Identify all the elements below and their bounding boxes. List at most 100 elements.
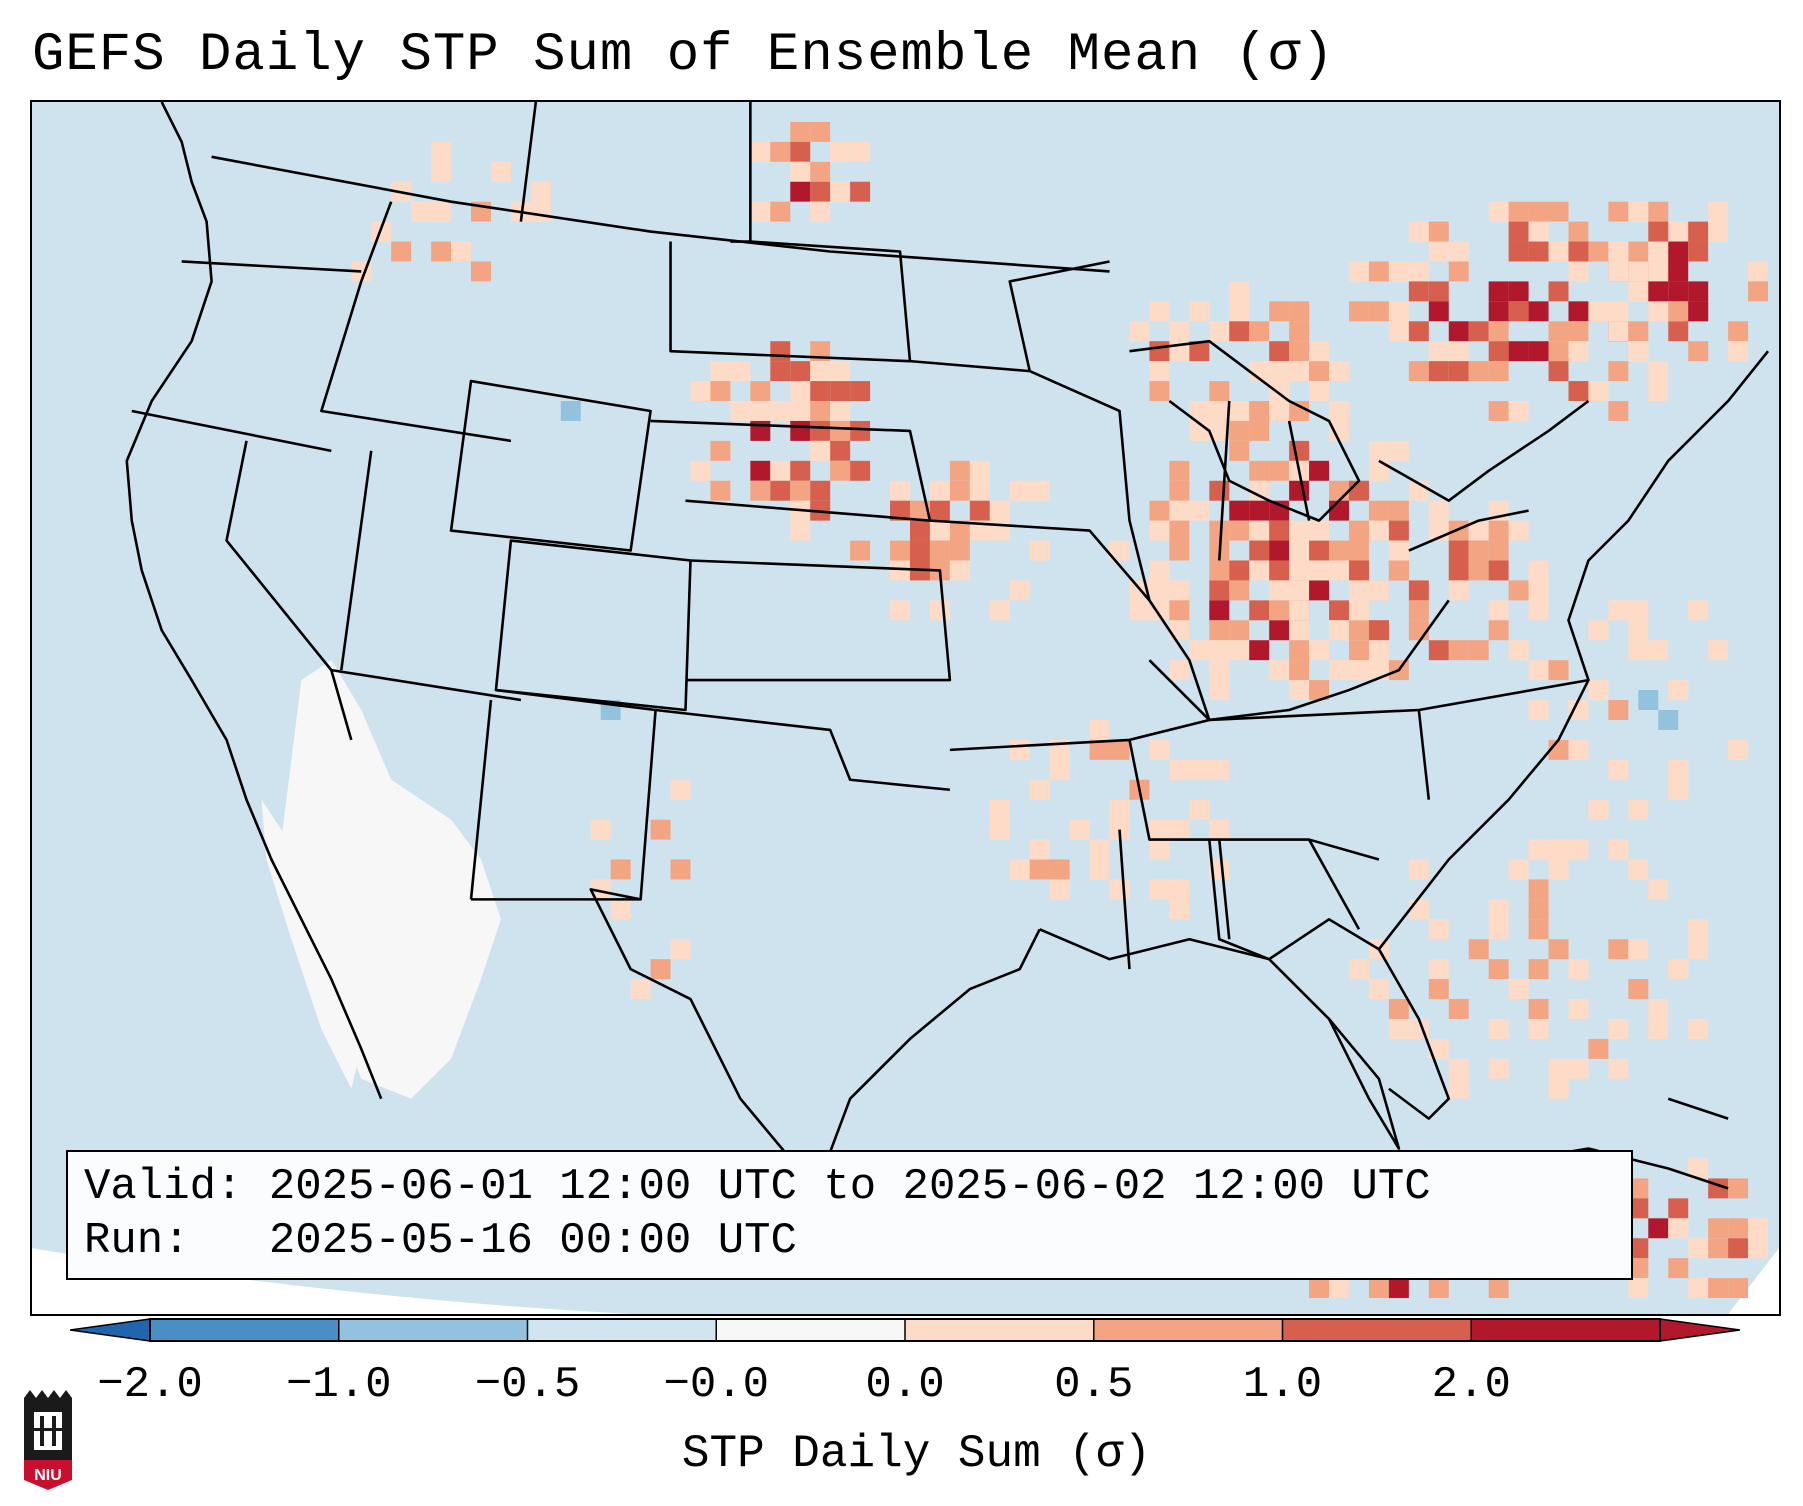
stp-cell — [1608, 839, 1629, 860]
stp-cell — [949, 560, 970, 581]
stp-cell — [1289, 620, 1310, 641]
stp-cell — [1488, 361, 1509, 382]
stp-cell — [1608, 700, 1629, 720]
stp-cell — [1468, 361, 1489, 382]
stp-cell — [1309, 640, 1330, 661]
stp-cell — [790, 141, 811, 162]
stp-cell — [830, 440, 851, 461]
canada-border — [211, 155, 1110, 273]
stp-cell — [1548, 341, 1569, 362]
stp-cell — [1428, 301, 1449, 322]
stp-cell — [1249, 600, 1270, 621]
stp-cell — [1408, 600, 1429, 621]
stp-cell — [1728, 739, 1749, 760]
stp-cell — [1329, 500, 1349, 521]
great-lakes — [1129, 339, 1590, 561]
stp-cell — [1548, 1058, 1569, 1079]
stp-cell — [810, 480, 831, 501]
stp-cell — [1109, 799, 1130, 820]
stp-cell — [1648, 261, 1669, 282]
stp-cell — [1388, 560, 1409, 581]
stp-cell — [1648, 381, 1669, 402]
stp-cell — [790, 460, 811, 481]
stp-cell — [1488, 301, 1509, 322]
stp-cell — [1488, 919, 1509, 940]
stp-cell — [1468, 560, 1489, 581]
stp-cell — [929, 600, 950, 621]
stp-cell — [969, 500, 990, 521]
stp-cell — [1668, 1218, 1689, 1239]
stp-cell — [1488, 1058, 1509, 1079]
stp-cell — [969, 460, 990, 481]
stp-cell — [1488, 1018, 1509, 1039]
stp-cell — [1189, 401, 1210, 421]
stp-cell — [1428, 979, 1449, 1000]
colorbar-segment — [1471, 1319, 1661, 1341]
stp-cell — [1708, 640, 1729, 661]
stp-cell — [1668, 301, 1689, 322]
stp-cell — [1229, 560, 1250, 581]
valid-label: Valid: — [84, 1162, 243, 1212]
stp-cell — [1688, 1018, 1709, 1039]
colorbar-tick-label: −0.5 — [474, 1360, 581, 1410]
stp-cell — [1269, 540, 1290, 561]
stp-cell — [1368, 979, 1389, 1000]
stp-cell — [1688, 1278, 1709, 1299]
chart-title: GEFS Daily STP Sum of Ensemble Mean (σ) — [32, 25, 1335, 86]
stp-cell — [1269, 660, 1290, 681]
stp-cell — [790, 121, 811, 142]
stp-cell — [1348, 540, 1369, 561]
stp-grid-cells — [351, 121, 1769, 1299]
stp-cell — [1368, 460, 1389, 481]
stp-cell — [890, 540, 910, 561]
stp-cell — [790, 420, 811, 441]
colorbar-tick-label: −1.0 — [285, 1360, 392, 1410]
stp-cell — [1149, 580, 1170, 601]
stp-cell — [1169, 759, 1190, 780]
colorbar-tick-label: −0.0 — [663, 1360, 770, 1410]
stp-cell — [1169, 879, 1190, 900]
stp-cell — [1309, 680, 1330, 701]
stp-cell — [770, 480, 791, 501]
stp-cell — [949, 480, 970, 501]
stp-cell — [1289, 341, 1310, 362]
stp-cell — [1528, 221, 1549, 242]
stp-cell — [830, 401, 851, 421]
stp-cell — [1488, 1278, 1509, 1299]
nm-line — [470, 688, 657, 901]
stp-cell — [850, 181, 871, 202]
stp-cell — [1588, 381, 1609, 402]
stp-cell — [1528, 301, 1549, 322]
stp-cell — [1348, 520, 1369, 541]
stp-cell — [1688, 221, 1709, 242]
stp-cell — [730, 401, 751, 421]
stp-cell — [1368, 1278, 1389, 1299]
stp-cell — [1329, 540, 1349, 561]
stp-cell — [1149, 341, 1170, 362]
stp-cell — [1049, 879, 1070, 900]
stp-cell — [1568, 381, 1589, 402]
stp-cell — [1329, 361, 1349, 382]
stp-cell — [1628, 640, 1649, 661]
stp-cell — [1628, 261, 1649, 282]
stp-cell — [1329, 401, 1349, 421]
stp-cell — [1608, 1058, 1629, 1079]
stp-cell — [1289, 361, 1310, 382]
stp-cell — [431, 141, 452, 162]
stp-cell — [1428, 241, 1449, 262]
stp-cell — [710, 381, 731, 402]
stp-cell — [1608, 1018, 1629, 1039]
stp-cell — [1249, 321, 1270, 342]
stp-cell — [1189, 799, 1210, 820]
stp-cell — [650, 819, 671, 840]
stp-cell — [1568, 341, 1589, 362]
stp-cell — [1009, 480, 1030, 501]
stp-cell — [750, 401, 771, 421]
stp-cell — [590, 879, 611, 900]
stp-cell — [1348, 480, 1369, 501]
stp-cell — [1448, 361, 1469, 382]
stp-cell — [1728, 1238, 1749, 1259]
stp-cell — [1209, 401, 1230, 421]
stp-cell — [1289, 480, 1310, 501]
stp-cell — [1648, 201, 1669, 222]
